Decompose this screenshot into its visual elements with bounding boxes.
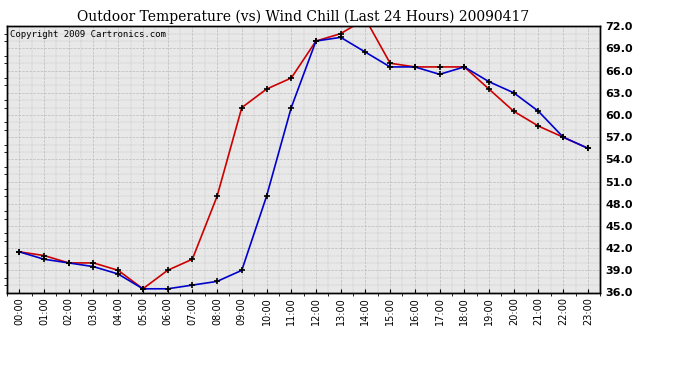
Text: Copyright 2009 Cartronics.com: Copyright 2009 Cartronics.com (10, 30, 166, 39)
Title: Outdoor Temperature (vs) Wind Chill (Last 24 Hours) 20090417: Outdoor Temperature (vs) Wind Chill (Las… (77, 9, 530, 24)
